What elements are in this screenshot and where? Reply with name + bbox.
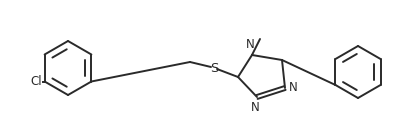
Text: N: N (289, 80, 298, 94)
Text: N: N (251, 101, 259, 114)
Text: N: N (246, 38, 254, 51)
Text: S: S (210, 61, 218, 74)
Text: Cl: Cl (30, 75, 42, 88)
